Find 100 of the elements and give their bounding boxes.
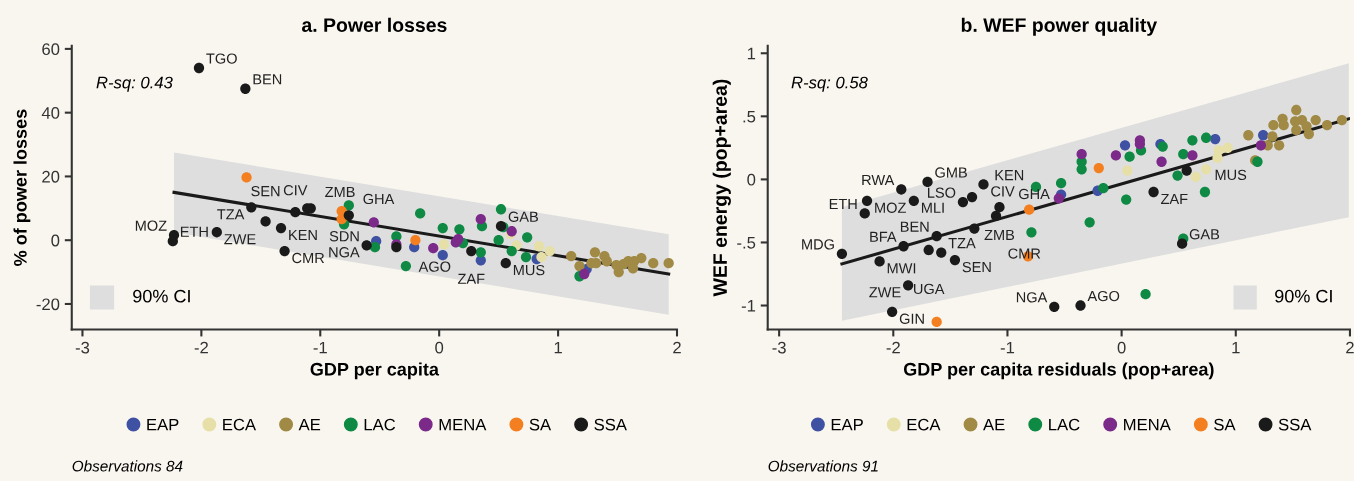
annotation: LSO [928, 187, 956, 198]
point [1121, 194, 1132, 205]
point [275, 222, 287, 234]
point [1274, 140, 1285, 151]
y-tick-label: -.5 [737, 237, 756, 249]
point [415, 208, 426, 219]
text: Observations 91 [768, 460, 878, 472]
point [1278, 120, 1289, 131]
annotation: BFA [870, 231, 897, 242]
point [493, 235, 504, 246]
point [1268, 120, 1279, 131]
point [579, 268, 590, 280]
legend-label: MENA [1124, 418, 1171, 431]
point [1176, 238, 1188, 249]
point [369, 242, 381, 253]
point [1190, 171, 1201, 183]
y-tick-label: -1 [741, 300, 756, 312]
point [1181, 165, 1192, 176]
point [536, 251, 547, 263]
point [1075, 300, 1086, 311]
legend-label: LAC [1049, 418, 1080, 431]
point [1187, 135, 1198, 146]
point [1024, 204, 1035, 215]
point [1187, 150, 1198, 161]
point [544, 245, 555, 257]
x-tick-label: 0 [435, 341, 444, 354]
annotation: R-sq: 0.58 [791, 76, 868, 92]
point [1199, 186, 1211, 198]
point [978, 179, 989, 190]
point [931, 231, 942, 242]
point [1093, 162, 1104, 174]
point [574, 260, 585, 272]
legend-label: SSA [1278, 418, 1312, 431]
legend-label: AE [983, 418, 1005, 431]
legend-label: LAC [364, 418, 396, 431]
annotation: SDN [329, 231, 359, 242]
point [990, 210, 1002, 222]
point [1026, 227, 1037, 238]
text: Observations 84 [72, 460, 183, 472]
point [475, 247, 486, 258]
annotation: MDG [802, 239, 834, 250]
x-tick-label: 2 [673, 341, 681, 354]
point [861, 195, 873, 206]
point [1255, 140, 1267, 151]
annotation: ZMB [984, 229, 1015, 240]
point [966, 191, 978, 203]
point [211, 227, 222, 238]
y-tick-label: 0 [747, 173, 756, 186]
point [1178, 149, 1189, 160]
annotation: KEN [289, 230, 317, 241]
y-tick-label: 40 [41, 107, 60, 119]
annotation: 90% CI [133, 289, 190, 303]
legend-label: ECA [223, 418, 257, 431]
point [454, 224, 465, 235]
annotation: TZA [217, 209, 245, 220]
point [520, 251, 532, 263]
point [1049, 301, 1060, 312]
point [1200, 132, 1212, 143]
annotation: GIN [899, 313, 924, 324]
point [1310, 114, 1321, 126]
point [1291, 104, 1302, 116]
annotation: TZA [948, 238, 976, 249]
point [898, 241, 909, 252]
annotation: TGO [206, 53, 237, 64]
x-tick-label: 1 [1232, 341, 1240, 354]
point [500, 258, 511, 269]
point [193, 62, 205, 74]
point [1172, 170, 1183, 181]
legend-label: EAP [147, 418, 179, 431]
y-tick-label: 0 [51, 234, 60, 247]
point [428, 243, 439, 254]
point [1053, 193, 1064, 204]
point [859, 208, 870, 219]
point [908, 195, 919, 206]
point [1055, 178, 1067, 189]
point [1200, 164, 1212, 175]
point [969, 223, 980, 234]
y-tick-label: -20 [36, 298, 60, 311]
x-tick-label: 2 [1346, 341, 1354, 354]
annotation: UGA [914, 283, 945, 295]
annotation: GAB [1189, 229, 1220, 240]
annotation: CMR [292, 252, 325, 264]
point [437, 250, 448, 261]
point [1303, 128, 1314, 140]
legend-label: ECA [907, 418, 941, 431]
point [1084, 217, 1095, 228]
point [167, 236, 178, 247]
annotation: ETH [829, 199, 857, 210]
annotation: NGA [329, 247, 360, 258]
y-axis-title: % of power losses [13, 109, 31, 266]
point [246, 202, 257, 213]
annotation: AGO [1087, 290, 1120, 302]
chart-title: b. WEF power quality [961, 17, 1158, 36]
point [533, 241, 545, 252]
annotation: ZWE [869, 287, 901, 298]
annotation: MUS [513, 264, 545, 276]
point [1156, 156, 1167, 167]
x-tick-label: -3 [772, 341, 786, 354]
x-axis-title: GDP per capita residuals (pop+area) [903, 362, 1214, 380]
chart-title: a. Power losses [302, 17, 447, 32]
